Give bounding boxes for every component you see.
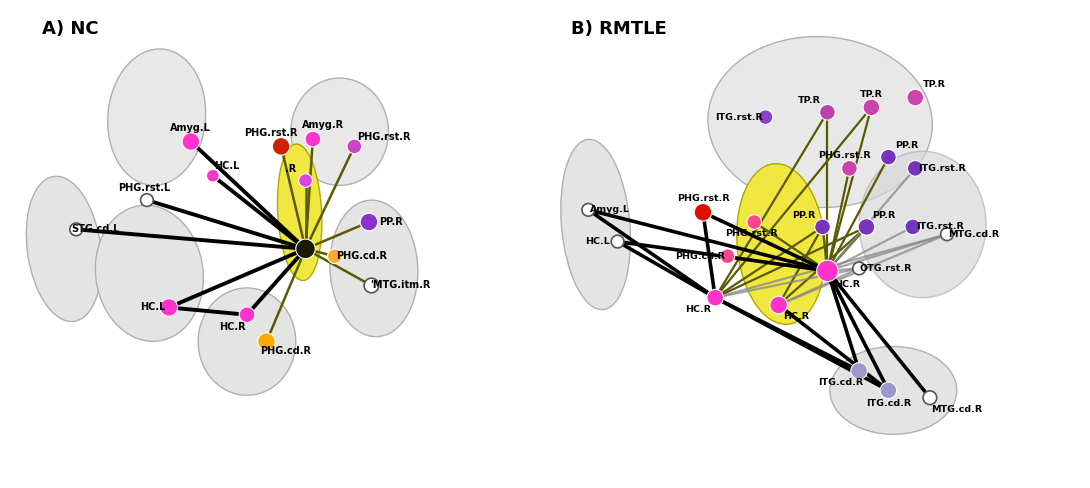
Circle shape [611,235,623,248]
Circle shape [582,203,595,216]
Circle shape [160,299,178,316]
Text: MTG.cd.R: MTG.cd.R [931,405,982,414]
Circle shape [747,215,762,229]
Ellipse shape [737,163,825,325]
Text: PHG.cd.R: PHG.cd.R [261,346,312,356]
Circle shape [347,139,362,154]
Circle shape [863,99,880,116]
Text: ITG.cd.R: ITG.cd.R [865,399,911,407]
Ellipse shape [829,346,957,434]
Circle shape [908,161,923,176]
Circle shape [720,249,735,264]
Ellipse shape [198,288,295,395]
Circle shape [881,149,896,165]
Circle shape [305,131,320,147]
Text: PP.R: PP.R [379,217,403,227]
Text: PHG.rst.R: PHG.rst.R [356,132,410,142]
Circle shape [851,363,868,379]
Circle shape [770,296,787,314]
Circle shape [858,219,875,235]
Circle shape [70,223,83,236]
Text: PHG.rst.R: PHG.rst.R [244,128,298,138]
Text: HC.R: HC.R [219,322,245,332]
Text: PHG.rst.R: PHG.rst.R [726,229,778,238]
Circle shape [852,262,865,275]
Text: PHG.cd.R: PHG.cd.R [676,252,726,261]
Text: PP.R: PP.R [872,211,895,220]
Circle shape [694,203,712,221]
Circle shape [820,104,835,120]
Circle shape [814,219,831,235]
Text: MTG.cd.R: MTG.cd.R [948,230,1000,239]
Text: PP.R: PP.R [895,141,919,150]
Ellipse shape [108,49,206,185]
Text: PHG.cd.R: PHG.cd.R [336,251,387,261]
Text: OTG.rst.R: OTG.rst.R [860,264,912,273]
Text: 'MTG.itm.R: 'MTG.itm.R [371,281,431,290]
Circle shape [759,110,773,124]
Ellipse shape [291,78,388,185]
Text: TP.R: TP.R [923,81,946,89]
Text: HC.L: HC.L [584,237,609,246]
Ellipse shape [859,151,986,298]
Text: PHG.rst.L: PHG.rst.L [119,183,171,193]
Text: Amyg.R: Amyg.R [302,121,343,130]
Text: .R: .R [286,164,296,174]
Circle shape [257,333,276,350]
Circle shape [923,391,936,405]
Text: ITG.cd.R: ITG.cd.R [818,378,863,387]
Text: TP.R: TP.R [860,90,883,99]
Text: A) NC: A) NC [43,20,98,38]
Text: Amyg.L: Amyg.L [170,123,211,133]
Text: HC.L: HC.L [214,161,239,171]
Ellipse shape [560,140,630,309]
Text: Amyg.L: Amyg.L [591,205,630,214]
Circle shape [907,89,923,106]
Circle shape [360,213,378,231]
Circle shape [182,133,199,150]
Circle shape [206,169,219,182]
Text: HC.R: HC.R [686,305,711,314]
Circle shape [841,161,857,176]
Text: ITG.rst.R: ITG.rst.R [715,113,763,122]
Text: ITG.rst.R: ITG.rst.R [916,223,964,231]
Circle shape [239,307,255,323]
Text: PHG.rst.R: PHG.rst.R [677,194,729,203]
Text: STG.cd.L: STG.cd.L [72,224,120,234]
Text: PHG.rst.R: PHG.rst.R [819,151,871,160]
Circle shape [905,219,921,235]
Text: TP.R: TP.R [798,96,821,105]
Circle shape [364,278,378,293]
Circle shape [941,228,954,241]
Text: B) RMTLE: B) RMTLE [571,20,667,38]
Circle shape [327,249,342,264]
Circle shape [141,194,154,206]
Circle shape [299,174,313,187]
Text: HC.R: HC.R [783,312,809,321]
Text: PP.R: PP.R [792,211,815,220]
Text: ITG.rst.R: ITG.rst.R [918,164,966,173]
Circle shape [272,138,290,155]
Ellipse shape [330,200,417,337]
Ellipse shape [707,37,932,207]
Ellipse shape [26,176,101,322]
Circle shape [816,260,838,282]
Circle shape [707,289,724,306]
Circle shape [295,239,315,259]
Text: HC.L: HC.L [141,303,166,312]
Circle shape [880,382,897,399]
Ellipse shape [95,205,204,341]
Ellipse shape [278,144,322,281]
Text: HC.R: HC.R [834,280,860,289]
